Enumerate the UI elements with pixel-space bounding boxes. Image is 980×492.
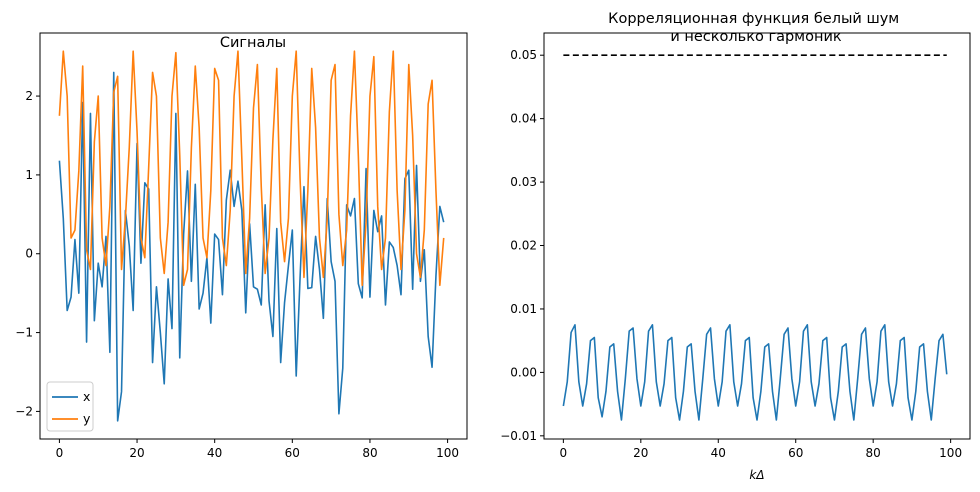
signals-series-x: [58, 71, 445, 422]
legend-label-x: x: [83, 389, 90, 404]
signals-xtick-label: 40: [207, 446, 222, 460]
correlation-xtick-label: 20: [633, 446, 648, 460]
signals-axes-frame: [39, 32, 468, 440]
legend-label-y: y: [83, 411, 91, 426]
signals-xtick-label: 100: [436, 446, 459, 460]
signals-chart: Сигналы 0 20 40 60 80 100 −2 −1 0 1 2 x y: [15, 32, 468, 460]
correlation-ytick-label: 0.01: [510, 302, 537, 316]
chart-title-correlation: Корреляционная функция белый шум и неско…: [608, 11, 904, 45]
chart-title-correlation-line-1: Корреляционная функция белый шум: [608, 11, 899, 27]
correlation-ytick-label: 0.05: [510, 48, 537, 62]
correlation-ytick-label: 0.02: [510, 239, 537, 253]
correlation-plot-area: [562, 54, 948, 421]
correlation-xtick-label: 60: [788, 446, 803, 460]
signals-xtick-label: 20: [129, 446, 144, 460]
signals-ticks: 0 20 40 60 80 100 −2 −1 0 1 2: [15, 89, 459, 460]
signals-ytick-label: 2: [25, 89, 33, 103]
signals-series-y: [58, 50, 445, 287]
signals-xtick-label: 0: [56, 446, 64, 460]
signals-xtick-label: 80: [362, 446, 377, 460]
chart-title-correlation-line-2: и несколько гармоник: [670, 29, 842, 45]
correlation-axes-frame: [543, 32, 971, 440]
correlation-ytick-label: 0.04: [510, 112, 537, 126]
signals-ytick-label: −1: [15, 326, 33, 340]
chart-title-signals: Сигналы: [220, 35, 286, 51]
signals-plot-area: [58, 50, 445, 422]
correlation-series-line-0: [562, 324, 948, 421]
correlation-ytick-label: 0.03: [510, 175, 537, 189]
signals-ytick-label: −2: [15, 404, 33, 418]
correlation-x-axis-label: kΔ: [749, 468, 764, 482]
correlation-ticks: 0 20 40 60 80 100 −0.01 0.00 0.01 0.02 0.03 0.04 0.0…: [500, 48, 962, 460]
correlation-xtick-label: 80: [866, 446, 881, 460]
correlation-xtick-label: 100: [939, 446, 962, 460]
correlation-chart: Корреляционная функция белый шум и неско…: [500, 11, 971, 482]
correlation-ytick-label: 0.00: [510, 365, 537, 379]
signals-ytick-label: 1: [25, 168, 33, 182]
correlation-xtick-label: 40: [711, 446, 726, 460]
signals-xtick-label: 60: [285, 446, 300, 460]
signals-legend: x y: [46, 381, 94, 432]
correlation-ytick-label: −0.01: [500, 429, 537, 443]
correlation-xtick-label: 0: [560, 446, 568, 460]
signals-ytick-label: 0: [25, 247, 33, 261]
